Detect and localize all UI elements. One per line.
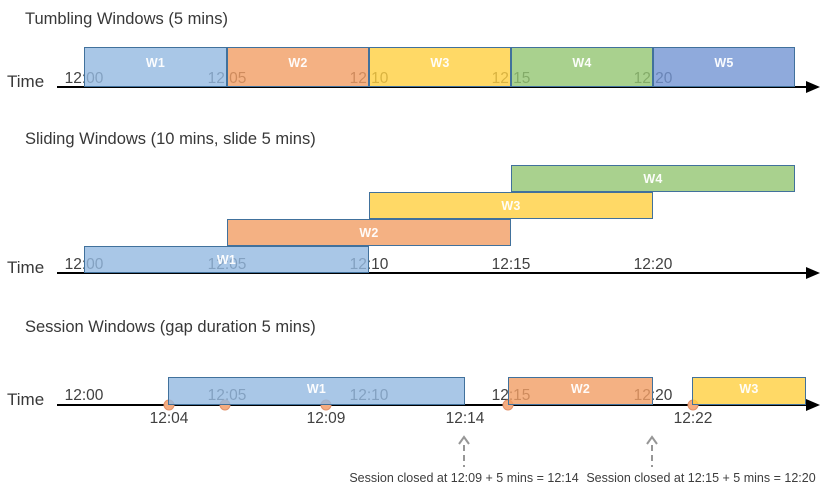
- sliding-window-w2: W2: [227, 219, 511, 246]
- session-section-title: Session Windows (gap duration 5 mins): [25, 318, 316, 336]
- tumbling-section-title: Tumbling Windows (5 mins): [25, 10, 228, 28]
- session-window-w1-label: W1: [306, 382, 327, 396]
- session-timeline-arrow-icon: [806, 399, 820, 411]
- tumbling-window-w4-label: W4: [572, 56, 592, 70]
- sliding-timeline: [57, 272, 806, 274]
- session-window-w1: W1: [168, 377, 465, 405]
- tumbling-timeline: [57, 86, 806, 88]
- sliding-time-axis-label: Time: [7, 258, 45, 277]
- session-window-w3-label: W3: [739, 382, 759, 396]
- sliding-window-w4: W4: [511, 165, 795, 192]
- tumbling-window-w1-label: W1: [145, 56, 166, 70]
- event-label-1214: 12:14: [445, 410, 485, 427]
- session-close-arrow-icon-1: [457, 435, 471, 472]
- tumbling-time-axis-label: Time: [7, 72, 45, 91]
- event-label-1204: 12:04: [149, 410, 189, 427]
- tumbling-window-w4: W4: [511, 47, 653, 87]
- tumbling-window-w3: W3: [369, 47, 511, 87]
- sliding-tick-1220: 12:20: [633, 256, 673, 273]
- event-label-1209: 12:09: [306, 410, 346, 427]
- sliding-window-w2-label: W2: [359, 226, 379, 240]
- session-window-w2-label: W2: [570, 382, 591, 396]
- sliding-window-w3-label: W3: [501, 199, 521, 213]
- sliding-timeline-arrow-icon: [806, 267, 820, 279]
- tumbling-window-w5-label: W5: [714, 56, 734, 70]
- tumbling-window-w2: W2: [227, 47, 369, 87]
- tumbling-window-w5: W5: [653, 47, 795, 87]
- session-timeline: [57, 404, 806, 406]
- session-window-w2: W2: [508, 377, 653, 405]
- session-window-w3: W3: [692, 377, 806, 405]
- session-tick-1200: 12:00: [64, 387, 104, 404]
- sliding-window-w3: W3: [369, 192, 653, 219]
- session-close-annotation-1: Session closed at 12:09 + 5 mins = 12:14: [349, 471, 579, 485]
- sliding-window-w1-label: W1: [216, 253, 237, 267]
- tumbling-timeline-arrow-icon: [806, 81, 820, 93]
- sliding-tick-1215: 12:15: [491, 256, 531, 273]
- sliding-window-w1: W1: [84, 246, 369, 273]
- session-time-axis-label: Time: [7, 390, 45, 409]
- session-close-annotation-2: Session closed at 12:15 + 5 mins = 12:20: [586, 471, 816, 485]
- tumbling-window-w3-label: W3: [430, 56, 450, 70]
- event-label-1222: 12:22: [673, 410, 713, 427]
- tumbling-window-w2-label: W2: [288, 56, 308, 70]
- tumbling-window-w1: W1: [84, 47, 227, 87]
- session-close-arrow-icon-2: [645, 435, 659, 472]
- sliding-window-w4-label: W4: [643, 172, 663, 186]
- sliding-section-title: Sliding Windows (10 mins, slide 5 mins): [25, 130, 316, 148]
